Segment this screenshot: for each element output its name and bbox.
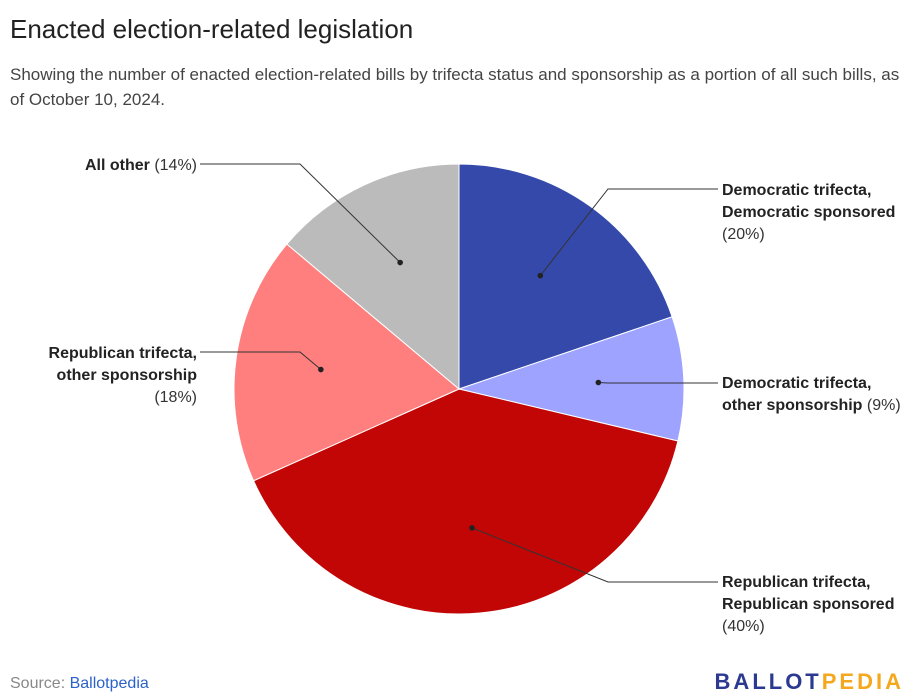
leader-line-democratic-trifecta-democratic-sponsored [539, 188, 718, 276]
ballotpedia-logo: BALLOTPEDIA [715, 669, 904, 695]
source-label: Source: [10, 675, 66, 692]
pie-slice-republican-trifecta-other-sponsorship[interactable] [233, 243, 460, 482]
leader-lines [200, 163, 718, 583]
leader-line-all-other [200, 163, 401, 263]
pie-slices [233, 163, 685, 615]
slice-label-line: Republican trifecta, [722, 574, 870, 591]
slice-label-line: Republican trifecta, [49, 345, 197, 362]
chart-title: Enacted election-related legislation [10, 14, 414, 44]
leader-line-republican-trifecta-other-sponsorship [200, 351, 322, 370]
pie-slice-all-other[interactable] [286, 163, 460, 391]
slice-label-percent: (9%) [862, 397, 900, 414]
pie-slice-republican-trifecta-republican-sponsored[interactable] [252, 388, 679, 615]
chart-subtitle: Showing the number of enacted election-r… [10, 65, 900, 109]
slice-labels: Democratic trifecta, Democratic sponsored… [49, 157, 901, 635]
leader-line-democratic-trifecta-other-sponsorship [598, 381, 718, 384]
slice-label-republican-trifecta-republican-sponsored: Republican trifecta, Republican sponsored… [722, 574, 894, 635]
pie-slice-democratic-trifecta-democratic-sponsored[interactable] [458, 163, 673, 390]
slice-label-line: Democratic trifecta, [722, 375, 871, 392]
slice-label-line: other sponsorship [57, 367, 198, 384]
slice-label-democratic-trifecta-other-sponsorship: Democratic trifecta, other sponsorship (9… [722, 375, 901, 414]
source-note: Source: Ballotpedia [10, 675, 149, 693]
slice-label-percent: (14%) [150, 157, 197, 174]
leader-dot-republican-trifecta-other-sponsorship [318, 366, 324, 373]
logo-text-pedia: PEDIA [821, 669, 904, 694]
slice-label-percent: (18%) [154, 389, 197, 406]
slice-label-line: Republican sponsored [722, 596, 894, 613]
leader-dot-republican-trifecta-republican-sponsored [469, 525, 475, 531]
slice-label-all-other: All other (14%) [85, 157, 197, 174]
source-link[interactable]: Ballotpedia [69, 675, 149, 692]
slice-label-line: Democratic trifecta, [722, 182, 871, 199]
slice-label-line: All other [85, 157, 150, 174]
leader-dot-all-other [397, 259, 403, 266]
slice-label-percent: (40%) [722, 618, 765, 635]
leader-dot-democratic-trifecta-democratic-sponsored [537, 272, 544, 279]
slice-label-line: other sponsorship [722, 397, 863, 414]
slice-label-line: Democratic sponsored [722, 204, 895, 221]
pie-slice-democratic-trifecta-other-sponsorship[interactable] [457, 316, 685, 442]
slice-label-republican-trifecta-other-sponsorship: Republican trifecta, other sponsorship (18… [49, 345, 198, 406]
slice-label-percent: (20%) [722, 226, 765, 243]
leader-line-republican-trifecta-republican-sponsored [471, 527, 718, 583]
leader-dot-democratic-trifecta-other-sponsorship [595, 379, 602, 386]
slice-label-democratic-trifecta-democratic-sponsored: Democratic trifecta, Democratic sponsored… [722, 182, 895, 243]
logo-text-ballot: BALLOT [714, 669, 822, 694]
